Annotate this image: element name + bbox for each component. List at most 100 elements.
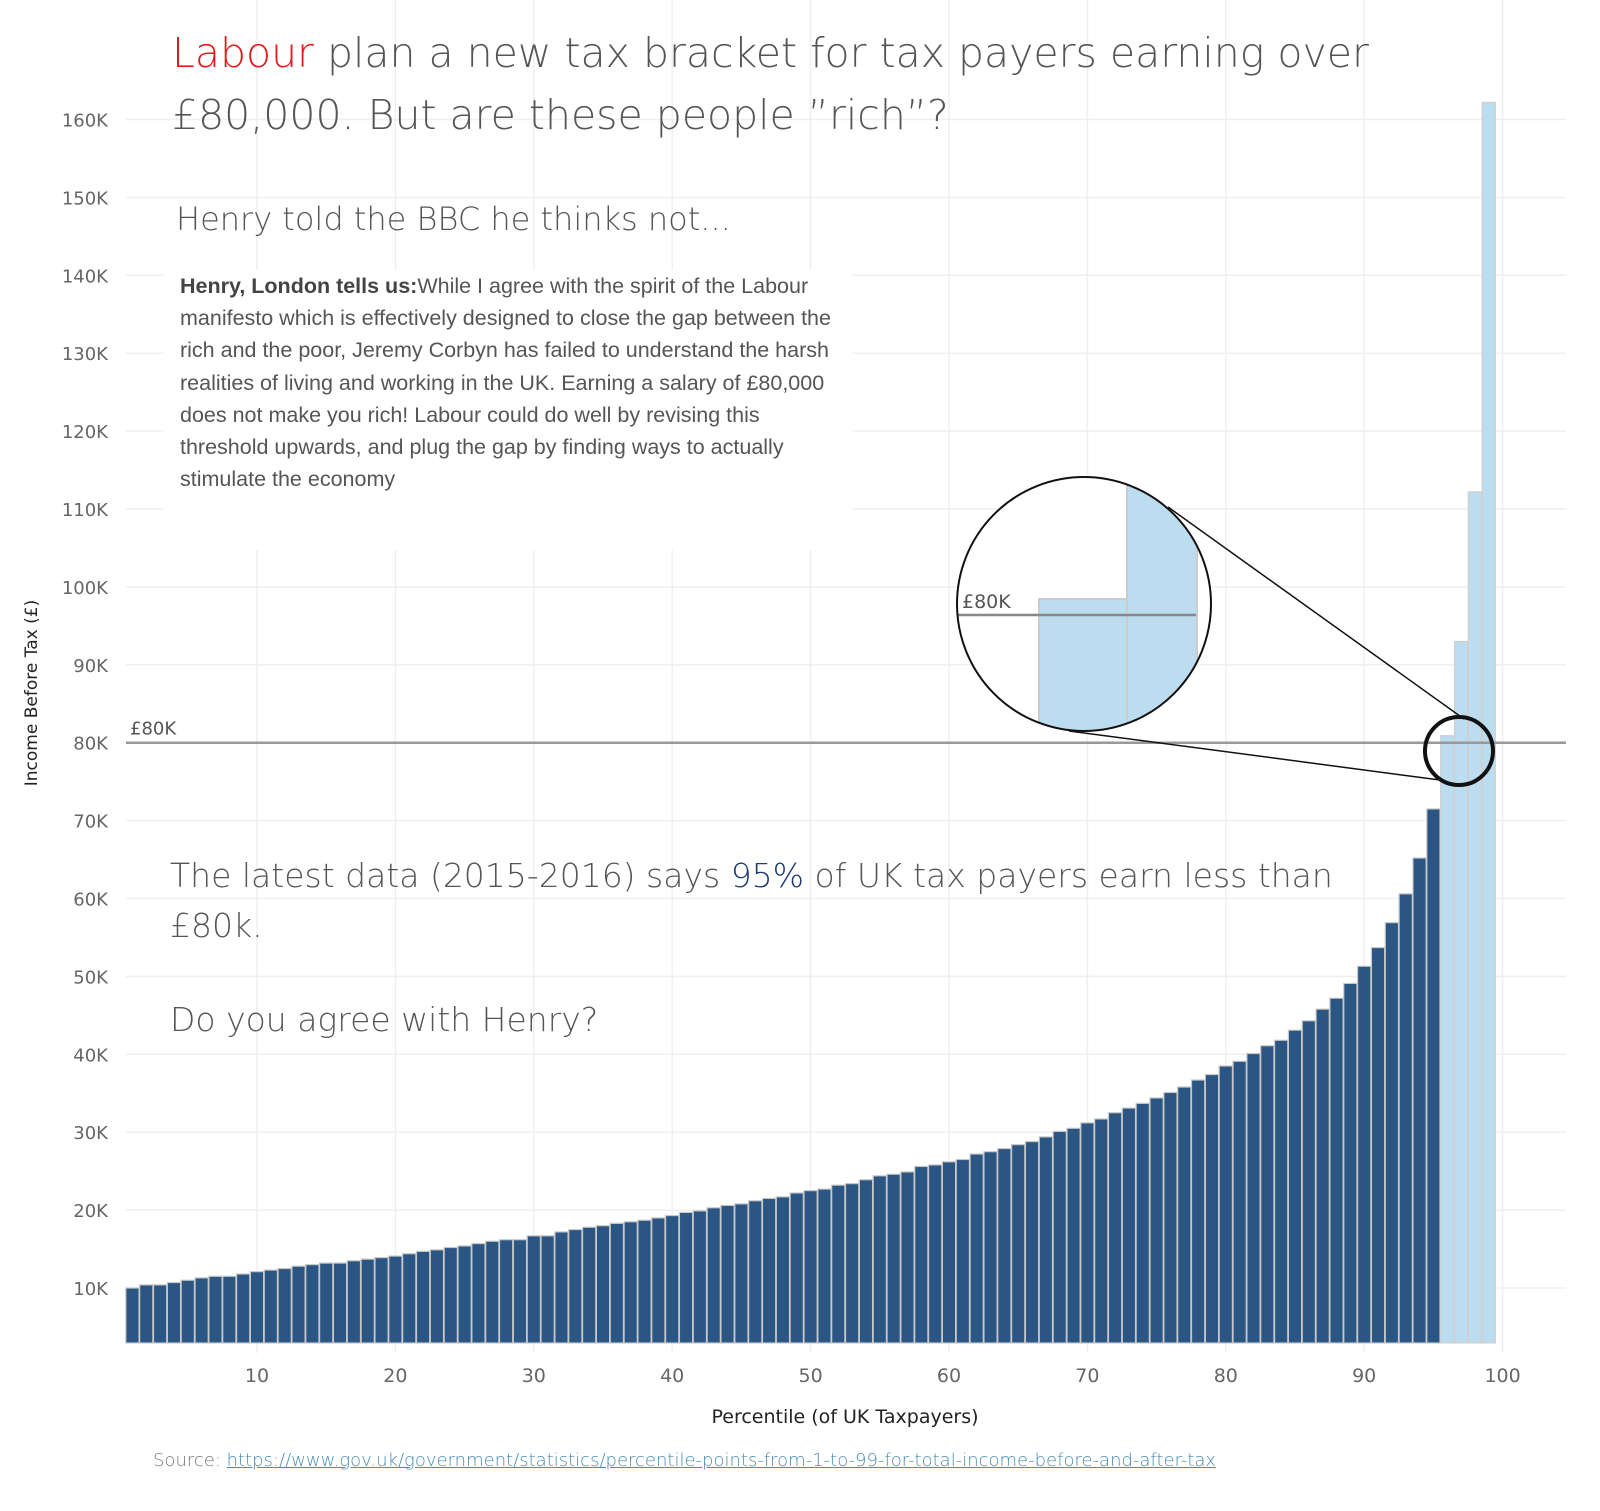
bar-p73	[1121, 1107, 1137, 1344]
bar-p13	[291, 1265, 306, 1344]
bar-p95	[1426, 808, 1441, 1344]
bar-p22	[415, 1250, 431, 1344]
bar-p12	[277, 1267, 292, 1344]
quote-box: Henry, London tells us:While I agree wit…	[163, 270, 853, 550]
y-tick-label: 80K	[73, 734, 109, 755]
y-tick-label: 110K	[62, 500, 109, 521]
bar-p16	[332, 1262, 348, 1344]
y-tick-label: 120K	[62, 422, 109, 443]
bar-p81	[1232, 1060, 1247, 1344]
source-note: Source: https://www.gov.uk/government/st…	[153, 1450, 1216, 1471]
x-tick-label: 70	[1075, 1365, 1099, 1387]
bar-p93	[1398, 893, 1413, 1344]
bar-p78	[1190, 1079, 1206, 1344]
bar-p76	[1163, 1091, 1178, 1344]
bar-p72	[1107, 1112, 1123, 1344]
chart-title: Labour plan a new tax bracket for tax pa…	[172, 22, 1472, 146]
bar-p33	[568, 1228, 583, 1344]
bar-p98	[1467, 491, 1483, 1344]
bar-p61	[955, 1158, 971, 1344]
callout-bar-96	[1038, 598, 1128, 731]
statistic-part2: of UK tax payers earn less than £80k.	[170, 856, 1333, 945]
bar-p48	[775, 1196, 791, 1344]
y-axis-ticks: 10K 20K 30K 40K 50K 60K 70K 80K 90K 100K 110K 120K 1…	[62, 111, 109, 1301]
bar-p8	[222, 1275, 237, 1344]
bar-p58	[914, 1165, 929, 1344]
bar-p3	[152, 1284, 168, 1344]
callout-circle	[956, 476, 1212, 732]
bar-p83	[1260, 1045, 1275, 1344]
y-tick-label: 100K	[62, 578, 109, 599]
bar-p47	[761, 1197, 777, 1344]
x-tick-label: 90	[1352, 1365, 1376, 1387]
y-tick-label: 90K	[73, 656, 109, 677]
bar-p89	[1343, 982, 1358, 1344]
bar-p88	[1329, 997, 1344, 1344]
subtitle: Henry told the BBC he thinks not...	[176, 200, 731, 238]
bar-p84	[1273, 1039, 1289, 1344]
bar-p46	[748, 1200, 763, 1344]
bar-p67	[1038, 1136, 1054, 1344]
bar-p86	[1301, 1020, 1317, 1344]
y-tick-label: 70K	[73, 812, 109, 833]
bar-p59	[927, 1164, 943, 1344]
x-tick-label: 100	[1484, 1365, 1520, 1387]
bar-p15	[319, 1262, 334, 1344]
bar-p11	[263, 1269, 279, 1344]
y-tick-label: 50K	[73, 967, 109, 988]
bar-p41	[678, 1211, 694, 1344]
bar-p82	[1246, 1052, 1261, 1344]
bar-p24	[443, 1246, 458, 1344]
bar-p75	[1149, 1097, 1164, 1344]
bar-p65	[1010, 1144, 1026, 1344]
bar-p35	[595, 1225, 611, 1344]
bar-p60	[941, 1161, 957, 1344]
bar-p99	[1481, 101, 1496, 1344]
bar-p94	[1412, 857, 1427, 1344]
bar-p56	[886, 1173, 901, 1344]
bar-p37	[623, 1221, 638, 1344]
bar-p80	[1218, 1065, 1233, 1344]
x-axis-ticks: 10 20 30 40 50 60 70 80 90 100	[245, 1365, 1521, 1387]
bar-p85	[1287, 1029, 1303, 1344]
statistic-percent: 95%	[730, 856, 805, 895]
bar-p43	[706, 1207, 721, 1344]
y-tick-label: 130K	[62, 344, 109, 365]
bar-p57	[900, 1171, 915, 1344]
bar-p69	[1066, 1127, 1081, 1344]
bar-p34	[581, 1226, 597, 1344]
bar-p55	[872, 1175, 888, 1344]
x-tick-label: 50	[799, 1365, 823, 1387]
y-tick-label: 20K	[73, 1201, 109, 1222]
zoom-callout: £80K	[956, 476, 1495, 787]
bar-p20	[388, 1255, 403, 1344]
x-axis-title: Percentile (of UK Taxpayers)	[711, 1406, 979, 1428]
bar-p87	[1315, 1008, 1330, 1344]
callout-bar-97	[1126, 477, 1198, 731]
bar-p63	[983, 1151, 998, 1344]
bar-p32	[554, 1231, 569, 1344]
bar-p30	[526, 1235, 542, 1344]
bar-p54	[858, 1179, 874, 1344]
title-rest: plan a new tax bracket for tax payers ea…	[172, 29, 1369, 139]
bar-p2	[139, 1284, 154, 1344]
bar-p4	[166, 1281, 182, 1344]
y-axis-title: Income Before Tax (£)	[22, 599, 42, 787]
y-tick-label: 10K	[73, 1279, 109, 1300]
x-tick-label: 30	[522, 1365, 546, 1387]
bar-p40	[664, 1214, 680, 1344]
bar-p90	[1356, 965, 1372, 1344]
bar-p52	[831, 1184, 846, 1344]
bar-p64	[997, 1147, 1012, 1344]
bar-p44	[720, 1204, 735, 1344]
bar-p6	[194, 1277, 209, 1344]
y-tick-label: 30K	[73, 1123, 109, 1144]
bar-p70	[1080, 1122, 1095, 1344]
callout-connector-bottom	[1068, 730, 1441, 781]
bar-p27	[485, 1240, 500, 1344]
quote-author: Henry, London tells us:	[180, 274, 418, 298]
source-link[interactable]: https://www.gov.uk/government/statistics…	[226, 1450, 1217, 1471]
x-tick-label: 40	[660, 1365, 684, 1387]
bar-p18	[360, 1258, 375, 1344]
callout-label: £80K	[962, 591, 1011, 613]
